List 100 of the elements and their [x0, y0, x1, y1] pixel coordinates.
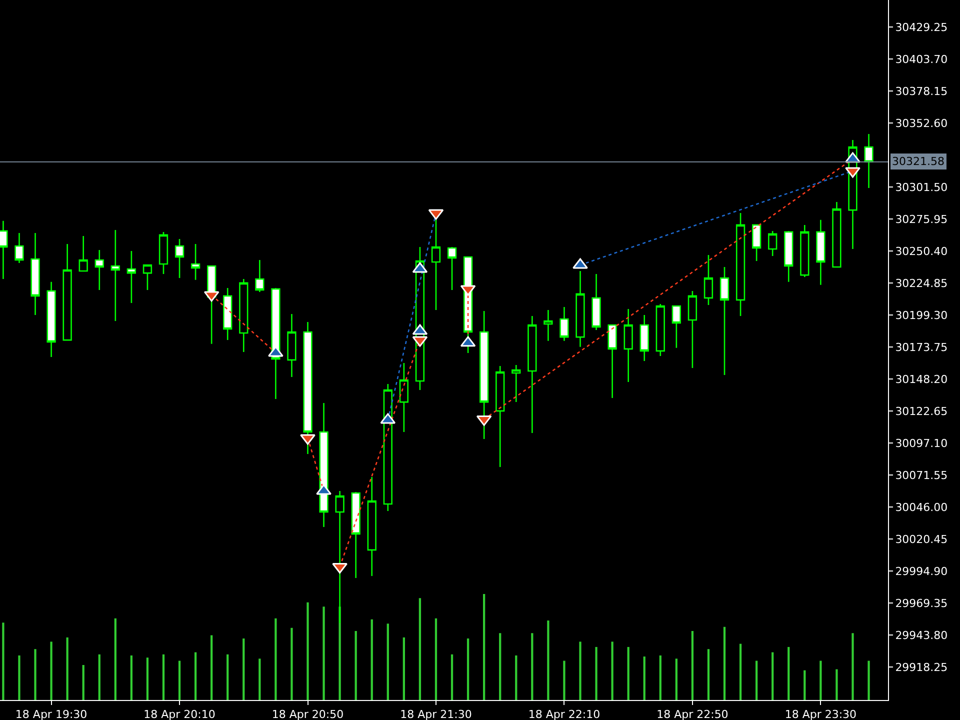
- bar: [306, 602, 309, 700]
- y-tick-label: 30020.45: [895, 532, 948, 546]
- candlestick: [174, 238, 184, 279]
- candlestick: [94, 249, 104, 291]
- bar: [627, 646, 630, 700]
- y-tick-label: 30352.60: [895, 116, 948, 130]
- bar: [370, 619, 373, 700]
- y-tick-label: 30301.50: [895, 180, 948, 194]
- candlestick: [752, 224, 762, 262]
- candlestick: [62, 243, 72, 341]
- bar: [114, 618, 116, 700]
- bar: [2, 622, 4, 700]
- bar: [723, 626, 726, 700]
- bar: [418, 598, 422, 700]
- bar: [290, 628, 293, 700]
- candlestick: [255, 259, 264, 293]
- bar: [466, 638, 470, 700]
- bar: [515, 655, 518, 700]
- bar: [820, 660, 822, 700]
- bar: [804, 670, 806, 700]
- bar: [402, 637, 405, 700]
- candlestick: [287, 313, 296, 378]
- bar: [659, 655, 662, 700]
- bar: [707, 649, 710, 700]
- candlestick: [736, 212, 746, 317]
- candlestick: [78, 235, 88, 272]
- bar: [531, 633, 534, 700]
- bar: [579, 642, 582, 700]
- y-tick-label: 30275.95: [895, 212, 948, 226]
- bar: [499, 633, 502, 700]
- bar: [595, 646, 598, 700]
- candlestick: [190, 243, 200, 281]
- bar: [210, 635, 213, 700]
- y-tick-label: 30250.40: [895, 244, 948, 258]
- y-tick-label: 30173.75: [895, 340, 948, 354]
- candlestick: [14, 232, 24, 264]
- candlestick: [223, 287, 232, 341]
- bar: [178, 660, 181, 700]
- candlestick: [672, 305, 681, 349]
- bar: [274, 618, 277, 700]
- bar: [98, 654, 100, 700]
- candlestick: [720, 266, 730, 376]
- y-tick-label: 30097.10: [895, 436, 948, 450]
- bar: [226, 654, 229, 700]
- candlestick: [768, 230, 778, 257]
- bar: [691, 631, 694, 700]
- candlestick: [592, 273, 601, 331]
- y-tick-label: 30429.25: [895, 20, 948, 34]
- bar: [194, 652, 197, 700]
- candlestick: [367, 476, 376, 577]
- bar: [643, 656, 646, 700]
- candlestick: [544, 309, 553, 342]
- y-tick-label: 30148.20: [895, 372, 948, 386]
- candlestick: [528, 315, 537, 434]
- y-tick-label: 30224.85: [895, 276, 948, 290]
- bar: [547, 620, 550, 700]
- y-tick-label: 30403.70: [895, 52, 948, 66]
- candlestick: [688, 290, 698, 369]
- candlestick: [0, 220, 8, 280]
- candlestick: [399, 362, 408, 433]
- candlestick: [560, 306, 569, 342]
- candlestick: [46, 281, 56, 358]
- bar: [852, 633, 854, 700]
- candlestick: [704, 254, 714, 306]
- candlestick: [608, 324, 617, 399]
- y-tick-label: 30378.15: [895, 84, 948, 98]
- y-tick-label: 30122.65: [895, 404, 948, 418]
- bar: [450, 654, 454, 700]
- candlestick: [512, 364, 521, 403]
- bar: [755, 660, 758, 700]
- bar: [18, 655, 20, 700]
- candlestick: [158, 231, 168, 275]
- bar: [162, 654, 165, 700]
- candlestick: [784, 230, 794, 283]
- ref-line-label: 30321.58: [892, 155, 944, 168]
- bar: [258, 658, 261, 700]
- y-tick-label: 30199.30: [895, 308, 948, 322]
- candlestick: [576, 270, 585, 348]
- bar: [50, 642, 52, 700]
- candlestick: [447, 246, 457, 291]
- candlestick: [656, 303, 665, 357]
- y-tick-label: 30046.00: [895, 500, 948, 514]
- candlestick: [624, 308, 633, 383]
- y-tick-label: 29969.35: [895, 596, 948, 610]
- candlestick: [431, 219, 441, 311]
- candlestick: [800, 224, 810, 278]
- bar: [868, 660, 870, 700]
- y-tick-label: 29943.80: [895, 628, 948, 642]
- bar: [146, 658, 149, 700]
- bar: [772, 652, 774, 700]
- candlestick: [142, 264, 152, 291]
- y-tick-label: 30071.55: [895, 468, 948, 482]
- candlestick: [496, 365, 505, 468]
- bar: [322, 606, 325, 700]
- bar: [788, 646, 790, 700]
- candlestick: [110, 229, 120, 322]
- bar: [563, 660, 566, 700]
- candlestick: [126, 250, 136, 304]
- bar: [82, 665, 84, 700]
- bar: [34, 649, 36, 700]
